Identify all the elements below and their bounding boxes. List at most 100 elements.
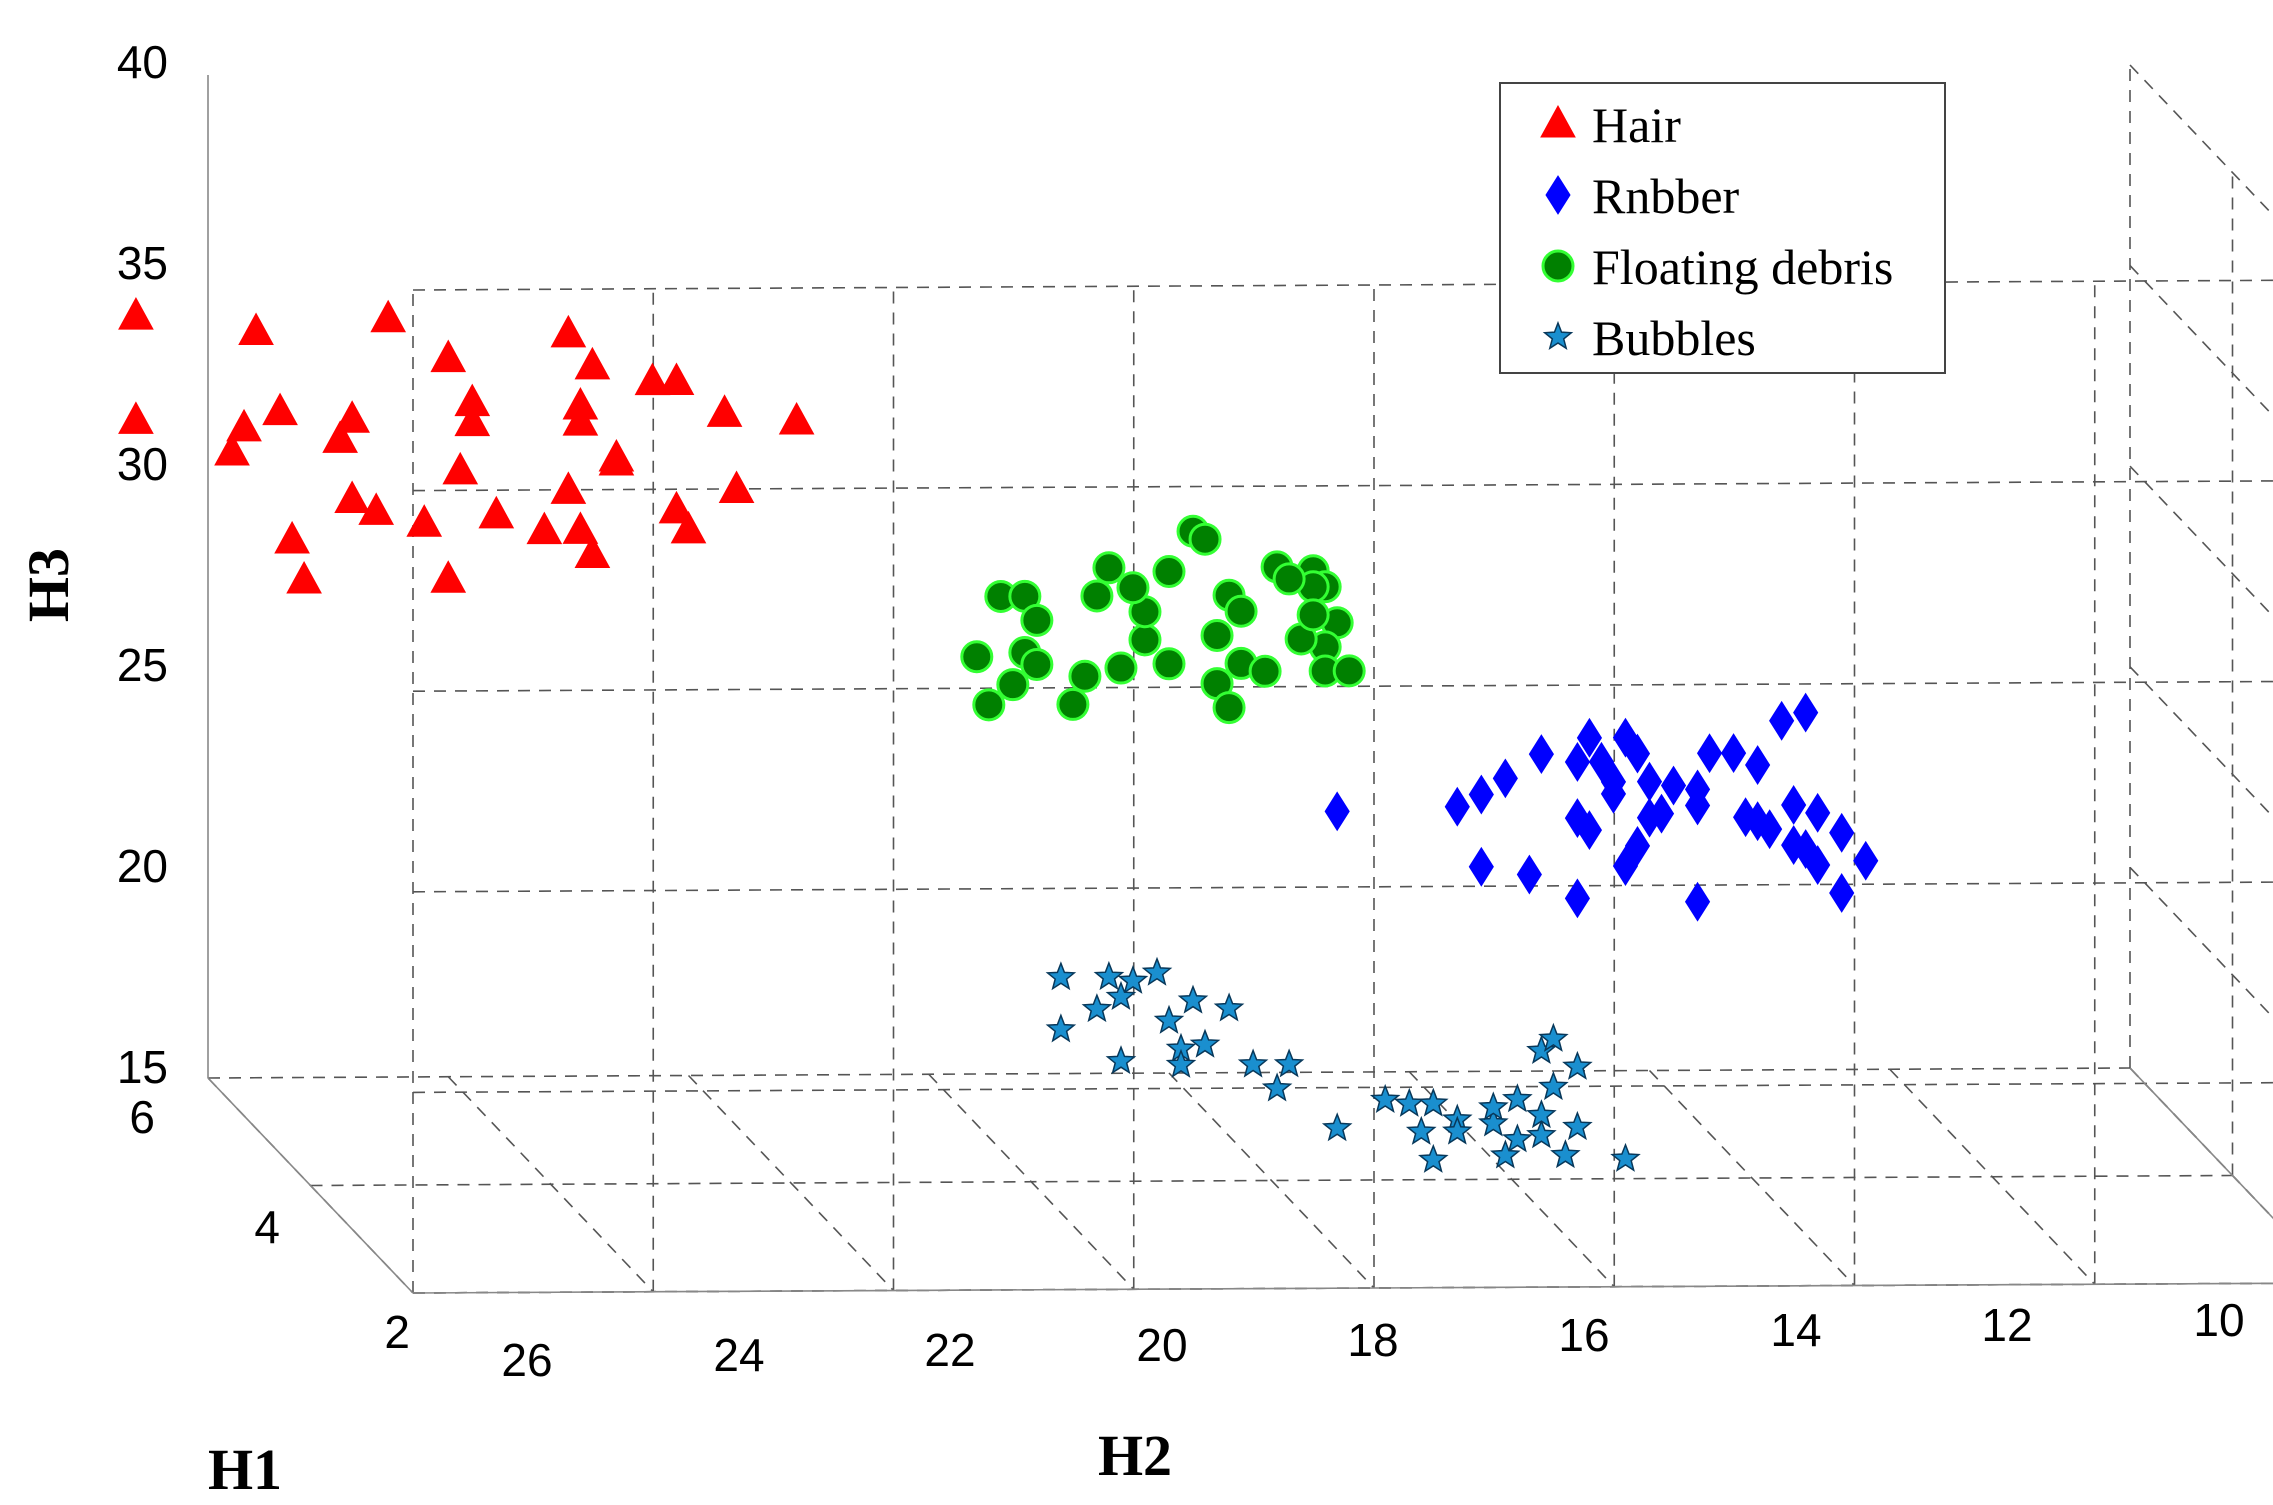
data-point-hair — [574, 535, 611, 568]
data-point-rnbber — [1829, 812, 1855, 853]
data-point-hair — [334, 400, 370, 433]
z-tick-label: 15 — [117, 1041, 168, 1093]
grid-line — [687, 1074, 895, 1292]
data-point-bubbles — [1526, 1119, 1557, 1149]
data-point-rnbber — [1793, 692, 1819, 733]
grid-line — [310, 1174, 2233, 1187]
y-tick-label: 16 — [1558, 1309, 1609, 1361]
data-point-bubbles — [1369, 1083, 1401, 1113]
data-point-hair — [286, 560, 322, 594]
data-point-hair — [322, 420, 358, 453]
data-point-rnbber — [1576, 810, 1603, 851]
x-tick-label: 2 — [384, 1306, 410, 1358]
data-point-floating-debris — [1020, 647, 1054, 681]
legend-label-hair: Hair — [1592, 97, 1681, 153]
data-point-floating-debris — [996, 668, 1030, 702]
axis-line-h1 — [207, 1077, 414, 1294]
grid-line — [1168, 1072, 1375, 1289]
data-point-hair — [550, 471, 587, 504]
legend-marker-hair — [1540, 104, 1576, 138]
data-point-bubbles — [1273, 1048, 1305, 1078]
grid-line — [2129, 64, 2273, 217]
data-point-floating-debris — [1116, 571, 1150, 605]
z-tick-label: 40 — [117, 36, 168, 88]
data-point-floating-debris — [1272, 562, 1306, 596]
data-point-rnbber — [1612, 846, 1639, 886]
data-point-floating-debris — [1332, 654, 1366, 688]
data-point-floating-debris — [1092, 551, 1126, 585]
data-point-hair — [562, 511, 599, 544]
data-point-bubbles — [1501, 1083, 1533, 1113]
grid-line — [412, 881, 2273, 893]
data-point-rnbber — [1528, 734, 1554, 775]
data-point-bubbles — [1177, 984, 1209, 1014]
data-point-hair — [442, 451, 479, 485]
data-point-floating-debris — [972, 688, 1006, 722]
data-point-rnbber — [1468, 846, 1494, 887]
data-point-rnbber — [1588, 741, 1615, 782]
data-point-bubbles — [1442, 1115, 1473, 1145]
data-point-floating-debris — [1152, 555, 1186, 588]
data-point-hair — [454, 403, 491, 437]
data-point-floating-debris — [1212, 691, 1246, 725]
data-point-bubbles — [1478, 1091, 1509, 1121]
data-point-rnbber — [1781, 785, 1807, 825]
data-point-bubbles — [1261, 1072, 1293, 1102]
y-tick-label: 22 — [924, 1324, 975, 1376]
data-point-rnbber — [1636, 761, 1663, 802]
data-point-bubbles — [1501, 1123, 1533, 1153]
data-point-rnbber — [1444, 786, 1470, 827]
y-tick-label: 24 — [713, 1329, 764, 1381]
z-axis-title: H3 — [16, 548, 81, 622]
data-point-bubbles — [1165, 1048, 1197, 1078]
y-tick-label: 20 — [1136, 1319, 1187, 1371]
data-point-rnbber — [1769, 700, 1795, 741]
data-point-bubbles — [1141, 956, 1173, 986]
data-point-hair — [562, 387, 599, 420]
data-point-bubbles — [1490, 1139, 1521, 1169]
legend-marker-bubbles — [1542, 320, 1574, 350]
data-point-floating-debris — [960, 640, 994, 674]
data-point-floating-debris — [1152, 647, 1186, 681]
data-point-rnbber — [1648, 793, 1675, 834]
data-point-bubbles — [1526, 1099, 1557, 1129]
tick-layer: 15 20 25 30 35 40 6 4 2 26 24 22 20 18 1… — [16, 36, 2245, 1502]
data-point-floating-debris — [1080, 579, 1114, 613]
data-point-hair — [658, 490, 695, 524]
data-point-floating-debris — [1128, 623, 1162, 657]
legend-marker-floating-debris — [1541, 249, 1575, 283]
x-tick-label: 4 — [254, 1201, 280, 1253]
legend-label-bubbles: Bubbles — [1592, 310, 1756, 366]
legend-marker-rnbber — [1545, 175, 1571, 215]
grid-line — [412, 480, 2273, 492]
grid-line — [2129, 666, 2273, 818]
data-point-rnbber — [1468, 774, 1494, 815]
data-point-rnbber — [1684, 769, 1711, 810]
data-point-hair — [214, 432, 250, 466]
z-tick-label: 35 — [117, 237, 168, 289]
data-point-hair — [370, 299, 407, 333]
data-point-hair — [238, 312, 274, 346]
data-point-floating-debris — [1248, 654, 1282, 688]
data-point-bubbles — [1538, 1022, 1569, 1052]
data-point-bubbles — [1093, 960, 1125, 991]
grid-line — [412, 680, 2273, 693]
legend-label-floating-debris: Floating debris — [1592, 239, 1893, 295]
data-point-rnbber — [1324, 791, 1350, 832]
data-point-hair — [274, 520, 310, 554]
data-point-bubbles — [1105, 1045, 1137, 1075]
grid-line — [412, 1081, 2273, 1094]
data-point-bubbles — [1550, 1139, 1581, 1169]
data-point-hair — [406, 504, 443, 537]
legend-box — [1499, 82, 1946, 374]
axis-line-h2 — [412, 1282, 2273, 1294]
data-point-hair — [658, 362, 695, 395]
points-layer — [118, 297, 1879, 1173]
data-point-floating-debris — [1104, 651, 1138, 685]
data-point-floating-debris — [1068, 659, 1102, 693]
data-point-bubbles — [1045, 1013, 1077, 1043]
y-axis-title: H2 — [1098, 1423, 1172, 1488]
grid-line — [2129, 465, 2273, 618]
data-point-bubbles — [1562, 1050, 1593, 1080]
